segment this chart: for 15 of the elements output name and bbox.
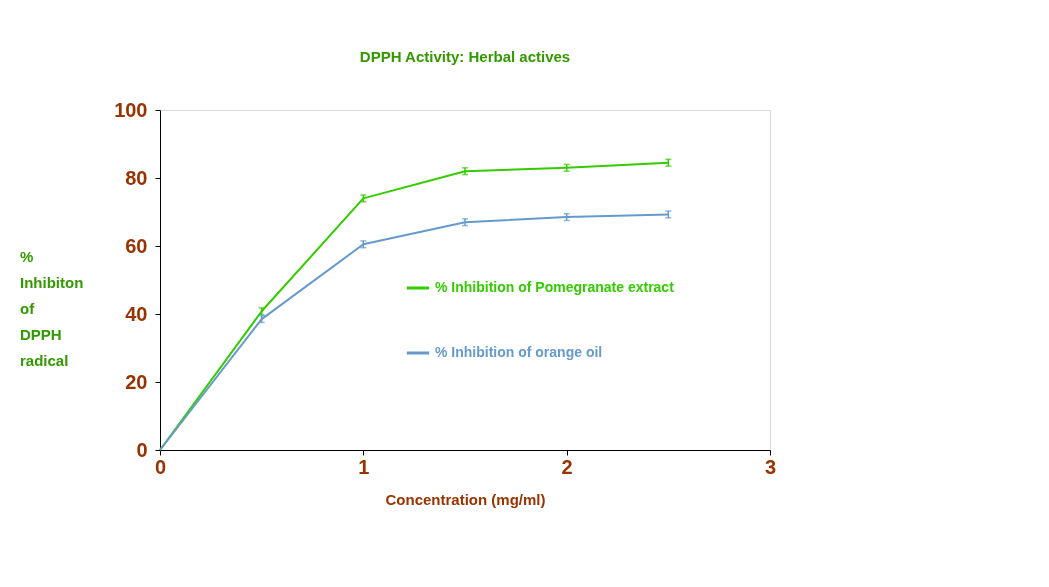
x-axis-title: Concentration (mg/ml)	[385, 490, 546, 508]
x-tick-label: 2	[561, 455, 573, 478]
y-tick-label: 40	[125, 302, 148, 325]
y-tick-label: 60	[125, 234, 148, 257]
y-tick-label: 20	[125, 370, 148, 393]
y-tick-label: 0	[136, 438, 148, 461]
y-tick-label: 80	[125, 166, 148, 189]
chart-title: DPPH Activity: Herbal actives	[359, 48, 571, 65]
x-tick-label: 0	[154, 455, 167, 478]
legend-label: % Inhibition of Pomegranate extract	[435, 279, 675, 295]
legend-label: % Inhibition of orange oil	[435, 344, 603, 360]
x-tick-label: 3	[764, 455, 777, 478]
x-tick-label: 1	[358, 455, 370, 478]
y-axis-title: % Inhibiton of DPPH radical	[20, 248, 84, 369]
y-tick-label: 100	[114, 98, 148, 121]
